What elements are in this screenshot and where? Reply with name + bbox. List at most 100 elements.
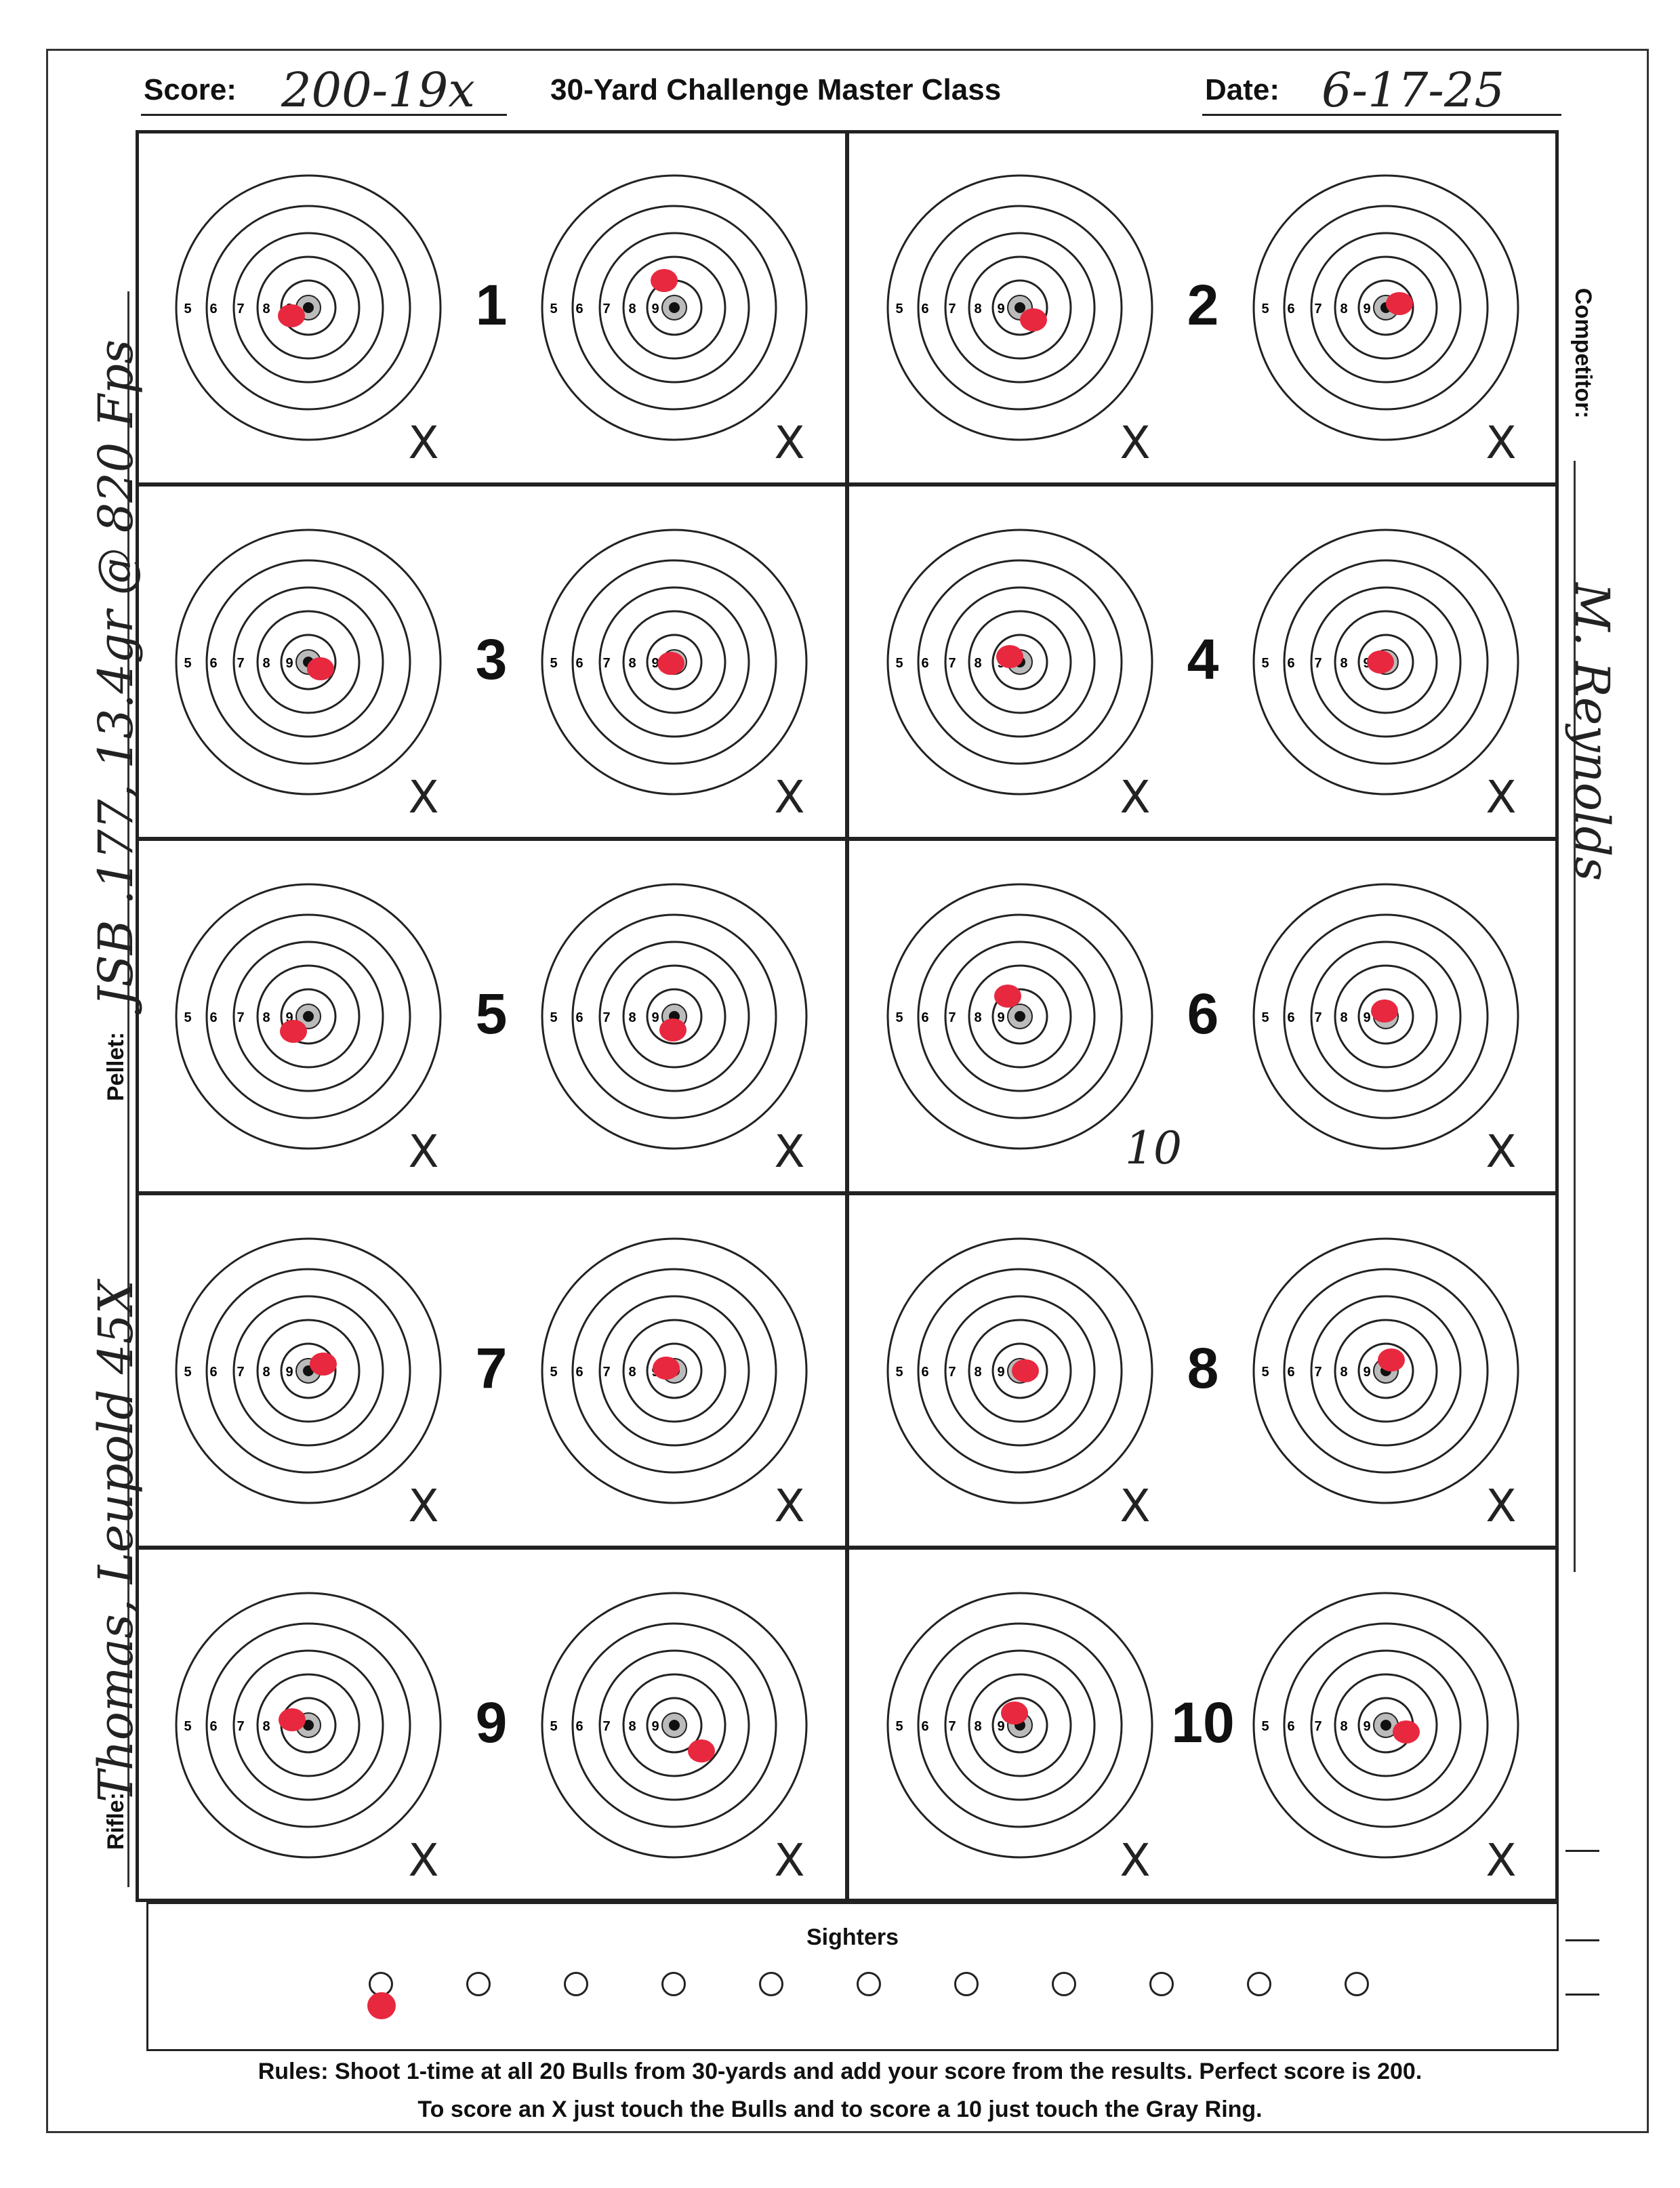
ring-label: 6 — [209, 1719, 217, 1734]
ring-label: 6 — [575, 302, 583, 316]
ring-label: 5 — [895, 302, 903, 316]
competitor-value: M. Reynolds — [1564, 583, 1620, 882]
ring-label: 7 — [1314, 656, 1322, 671]
ring-label: 9 — [1363, 1010, 1370, 1025]
target-cell-4 — [847, 484, 1559, 839]
ring-label: 8 — [628, 302, 636, 316]
ring-label: 8 — [974, 1010, 981, 1025]
target-number: 6 — [1187, 982, 1219, 1046]
ring-label: 6 — [921, 1719, 928, 1734]
ring-label: 7 — [948, 302, 956, 316]
sighter-pellet-hole — [367, 1992, 396, 2019]
x-score-mark: X — [408, 417, 439, 469]
x-score-mark: X — [1120, 417, 1151, 469]
pellet-hole — [1001, 1701, 1028, 1725]
ring-label: 9 — [651, 302, 659, 316]
ring-label: 9 — [997, 1719, 1004, 1734]
sheet-frame — [46, 49, 1649, 2133]
ring-label: 8 — [262, 302, 270, 316]
target-number: 10 — [1171, 1691, 1235, 1754]
x-score-mark: X — [774, 417, 805, 469]
target-cell-9 — [136, 1548, 847, 1902]
ring-label: 5 — [895, 1010, 903, 1025]
x-score-mark: X — [774, 1480, 805, 1532]
sighter-circle — [1149, 1972, 1174, 1996]
ring-label: 5 — [184, 1719, 191, 1734]
ring-label: 8 — [1340, 1010, 1347, 1025]
target-cell-3 — [136, 484, 847, 839]
ring-label: 6 — [921, 656, 928, 671]
ring-label: 7 — [1314, 302, 1322, 316]
ring-label: 7 — [602, 1719, 610, 1734]
x-score-mark: X — [774, 1834, 805, 1886]
sighter-circle — [857, 1972, 881, 1996]
right-side-line — [1574, 461, 1576, 1572]
date-underline — [1202, 114, 1561, 116]
ring-label: 6 — [1287, 656, 1294, 671]
ring-label: 8 — [1340, 656, 1347, 671]
ring-label: 6 — [921, 1010, 928, 1025]
ring-label: 8 — [628, 1010, 636, 1025]
pellet-hole — [1378, 1348, 1405, 1371]
ring-label: 8 — [262, 656, 270, 671]
ring-label: 7 — [237, 656, 244, 671]
ring-label: 7 — [237, 302, 244, 316]
rules-line-1: Rules: Shoot 1-time at all 20 Bulls from… — [258, 2059, 1422, 2084]
ring-label: 7 — [602, 656, 610, 671]
target-number: 2 — [1187, 273, 1219, 337]
ring-label: 8 — [262, 1365, 270, 1380]
ring-label: 6 — [1287, 1010, 1294, 1025]
ring-label: 9 — [1363, 1365, 1370, 1380]
ring-label: 8 — [974, 302, 981, 316]
ring-label: 5 — [184, 656, 191, 671]
ring-label: 5 — [550, 1010, 557, 1025]
x-score-mark: X — [1486, 1480, 1517, 1532]
target-number: 5 — [475, 982, 508, 1046]
ring-label: 9 — [651, 1719, 659, 1734]
pellet-hole — [996, 645, 1023, 668]
pellet-hole — [1393, 1720, 1420, 1743]
ring-label: 6 — [209, 1010, 217, 1025]
sighter-circle — [466, 1972, 491, 1996]
ring-label: 8 — [1340, 1365, 1347, 1380]
date-label: Date: — [1205, 73, 1280, 106]
target-number: 3 — [475, 627, 508, 691]
x-score-mark: X — [774, 771, 805, 823]
ring-label: 7 — [602, 302, 610, 316]
ring-label: 7 — [602, 1365, 610, 1380]
date-value: 6-17-25 — [1322, 62, 1504, 118]
x-score-mark: X — [774, 1126, 805, 1178]
target-cell-10 — [847, 1548, 1559, 1902]
ring-label: 8 — [974, 1365, 981, 1380]
pellet-hole — [651, 269, 678, 292]
ring-label: 9 — [997, 302, 1004, 316]
ring-label: 9 — [651, 1010, 659, 1025]
ring-label: 9 — [285, 1010, 293, 1025]
sighter-circle — [1052, 1972, 1076, 1996]
ring-label: 6 — [209, 656, 217, 671]
ring-label: 9 — [997, 1010, 1004, 1025]
ring-label: 9 — [285, 1365, 293, 1380]
ring-label: 5 — [1261, 1719, 1269, 1734]
scale-tick — [1565, 1994, 1599, 1996]
ring-label: 9 — [997, 1365, 1004, 1380]
sighter-circle — [954, 1972, 979, 1996]
x-score-mark: X — [1486, 1126, 1517, 1178]
sighter-circle — [1247, 1972, 1271, 1996]
ring-label: 5 — [1261, 1010, 1269, 1025]
score-label: Score: — [144, 73, 237, 106]
x-score-mark: X — [408, 1480, 439, 1532]
ring-label: 8 — [974, 1719, 981, 1734]
ring-label: 8 — [1340, 302, 1347, 316]
scale-tick — [1565, 1939, 1599, 1941]
ring-label: 5 — [184, 1365, 191, 1380]
ring-label: 7 — [602, 1010, 610, 1025]
